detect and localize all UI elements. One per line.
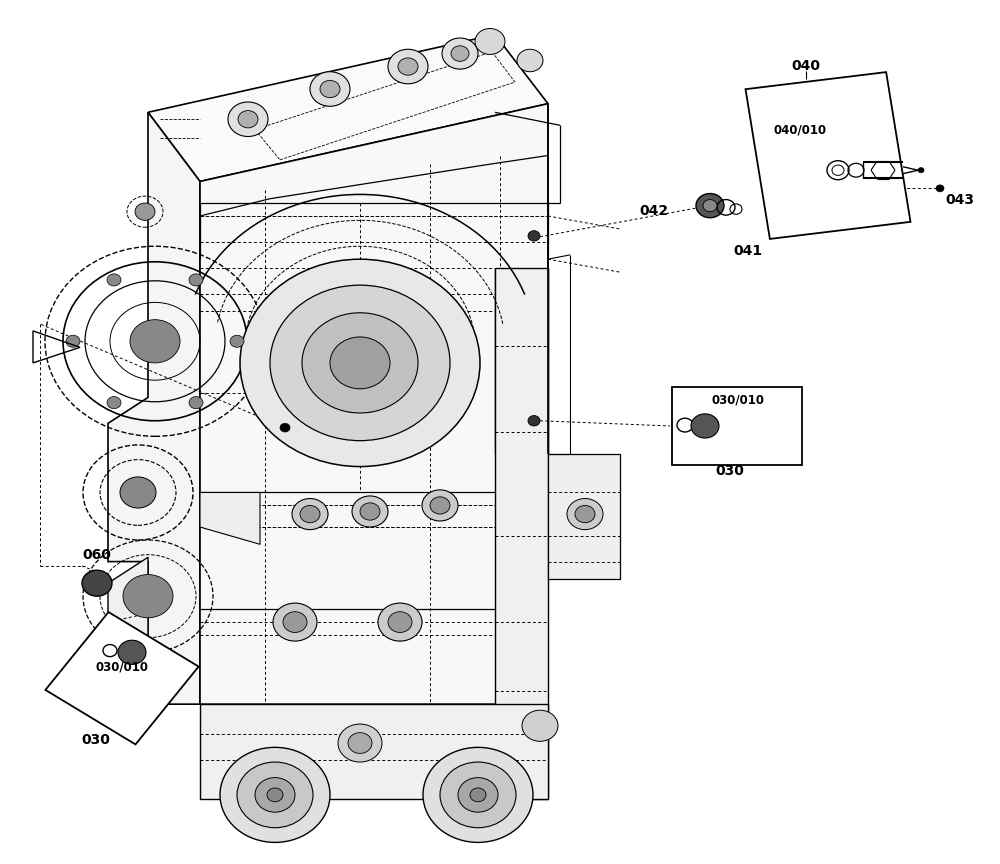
Circle shape <box>703 200 717 212</box>
Text: 041: 041 <box>733 244 763 257</box>
Circle shape <box>107 397 121 409</box>
Circle shape <box>302 313 418 413</box>
Polygon shape <box>108 557 148 704</box>
Circle shape <box>330 337 390 389</box>
Circle shape <box>280 423 290 432</box>
Circle shape <box>237 762 313 828</box>
Circle shape <box>475 29 505 54</box>
Circle shape <box>696 194 724 218</box>
Circle shape <box>230 335 244 347</box>
Polygon shape <box>200 104 548 704</box>
Polygon shape <box>746 72 910 239</box>
Circle shape <box>300 505 320 523</box>
Circle shape <box>270 285 450 441</box>
Polygon shape <box>495 268 548 799</box>
Circle shape <box>918 168 924 173</box>
Circle shape <box>320 80 340 98</box>
Circle shape <box>123 575 173 618</box>
Circle shape <box>130 320 180 363</box>
Polygon shape <box>548 454 620 579</box>
Circle shape <box>451 46 469 61</box>
Circle shape <box>360 503 380 520</box>
Circle shape <box>575 505 595 523</box>
Circle shape <box>66 335 80 347</box>
Circle shape <box>352 496 388 527</box>
Circle shape <box>936 185 944 192</box>
Text: 030: 030 <box>716 464 744 478</box>
Circle shape <box>388 49 428 84</box>
Polygon shape <box>672 387 802 465</box>
Circle shape <box>440 762 516 828</box>
Circle shape <box>238 111 258 128</box>
Circle shape <box>228 102 268 137</box>
Text: 030/010: 030/010 <box>712 393 765 407</box>
Circle shape <box>398 58 418 75</box>
Circle shape <box>310 72 350 106</box>
Polygon shape <box>108 112 200 704</box>
Text: 042: 042 <box>639 204 669 218</box>
Circle shape <box>458 778 498 812</box>
Circle shape <box>691 414 719 438</box>
Circle shape <box>378 603 422 641</box>
Circle shape <box>267 788 283 802</box>
Circle shape <box>348 733 372 753</box>
Circle shape <box>82 570 112 596</box>
Polygon shape <box>200 492 260 544</box>
Text: 060: 060 <box>83 548 111 562</box>
Circle shape <box>220 747 330 842</box>
Circle shape <box>388 612 412 632</box>
Circle shape <box>423 747 533 842</box>
Circle shape <box>255 778 295 812</box>
Polygon shape <box>148 35 548 181</box>
Circle shape <box>338 724 382 762</box>
Circle shape <box>442 38 478 69</box>
Circle shape <box>517 49 543 72</box>
Circle shape <box>528 416 540 426</box>
Text: 030: 030 <box>82 734 110 747</box>
Text: 043: 043 <box>946 194 974 207</box>
Circle shape <box>470 788 486 802</box>
Text: 040/010: 040/010 <box>773 123 827 137</box>
Circle shape <box>528 231 540 241</box>
Circle shape <box>107 274 121 286</box>
Circle shape <box>567 499 603 530</box>
Circle shape <box>430 497 450 514</box>
Circle shape <box>522 710 558 741</box>
Circle shape <box>240 259 480 467</box>
Polygon shape <box>200 704 548 799</box>
Circle shape <box>135 203 155 220</box>
Circle shape <box>292 499 328 530</box>
Circle shape <box>189 397 203 409</box>
Text: 040: 040 <box>792 59 820 73</box>
Polygon shape <box>45 612 199 745</box>
Circle shape <box>120 477 156 508</box>
Circle shape <box>422 490 458 521</box>
Circle shape <box>118 640 146 664</box>
Circle shape <box>283 612 307 632</box>
Text: 030/010: 030/010 <box>96 660 148 674</box>
Circle shape <box>189 274 203 286</box>
Circle shape <box>273 603 317 641</box>
